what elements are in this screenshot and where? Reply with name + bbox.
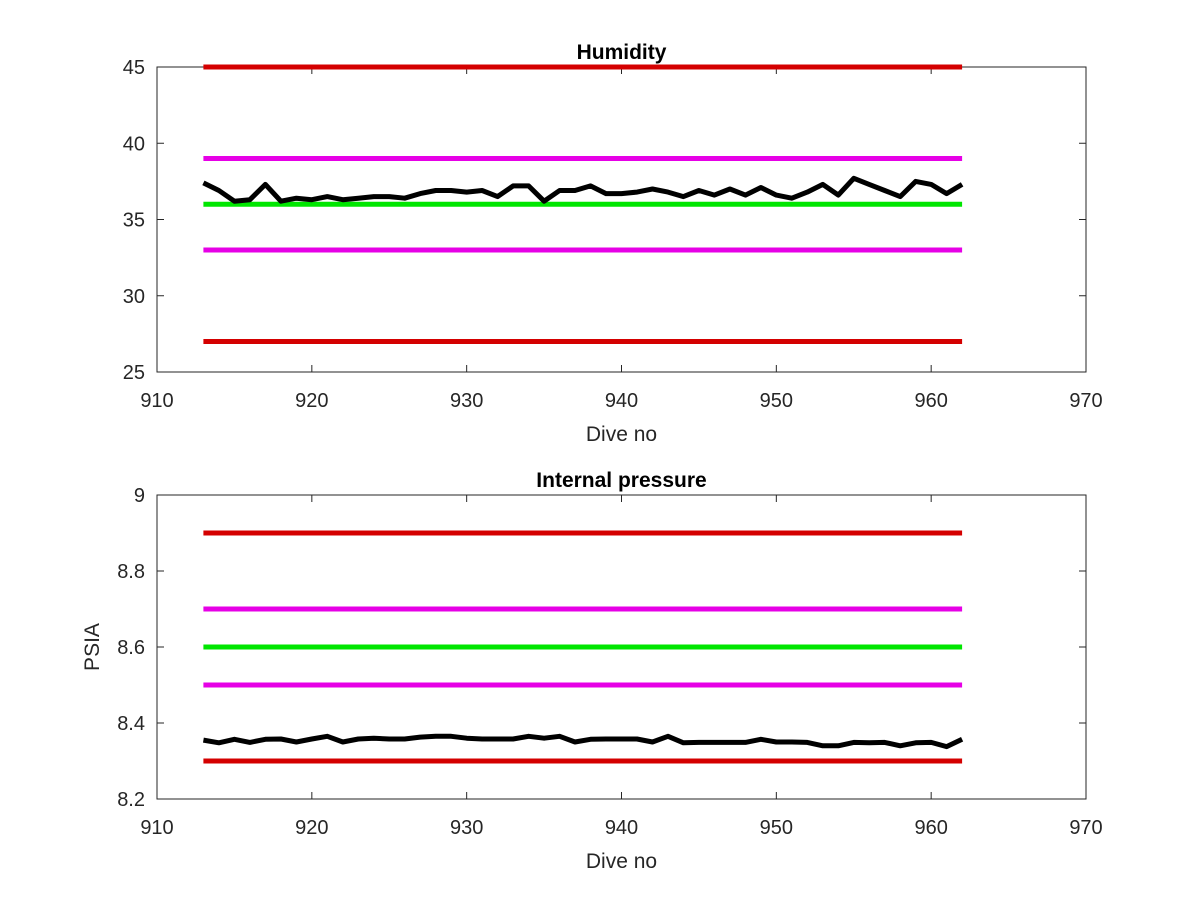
x-tick-label: 920: [295, 817, 328, 839]
x-tick-label: 960: [914, 817, 947, 839]
y-tick-label: 8.2: [117, 789, 145, 811]
y-tick-label: 30: [123, 286, 145, 308]
x-tick-label: 910: [140, 817, 173, 839]
x-tick-label: 950: [760, 390, 793, 412]
x-tick-label: 940: [605, 390, 638, 412]
measured-series-line: [202, 175, 964, 204]
y-tick-label: 25: [123, 362, 145, 384]
x-tick-label: 930: [450, 817, 483, 839]
y-tick-label: 8.4: [117, 713, 145, 735]
measured-series-line: [202, 733, 964, 750]
x-tick-label: 970: [1069, 390, 1102, 412]
x-tick-label: 910: [140, 390, 173, 412]
y-axis-label: PSIA: [81, 623, 104, 671]
x-tick-label: 960: [914, 390, 947, 412]
chart-title: Internal pressure: [536, 469, 706, 492]
chart-title: Humidity: [577, 41, 667, 64]
y-tick-label: 9: [134, 485, 145, 507]
y-tick-label: 45: [123, 57, 145, 79]
y-tick-label: 8.6: [117, 637, 145, 659]
x-tick-label: 930: [450, 390, 483, 412]
x-axis-label: Dive no: [586, 423, 657, 446]
y-tick-label: 35: [123, 210, 145, 232]
x-tick-label: 970: [1069, 817, 1102, 839]
x-axis-label: Dive no: [586, 850, 657, 873]
x-tick-label: 940: [605, 817, 638, 839]
axes-box: [156, 66, 1087, 373]
x-tick-label: 920: [295, 390, 328, 412]
y-tick-label: 40: [123, 133, 145, 155]
x-tick-label: 950: [760, 817, 793, 839]
y-tick-label: 8.8: [117, 561, 145, 583]
